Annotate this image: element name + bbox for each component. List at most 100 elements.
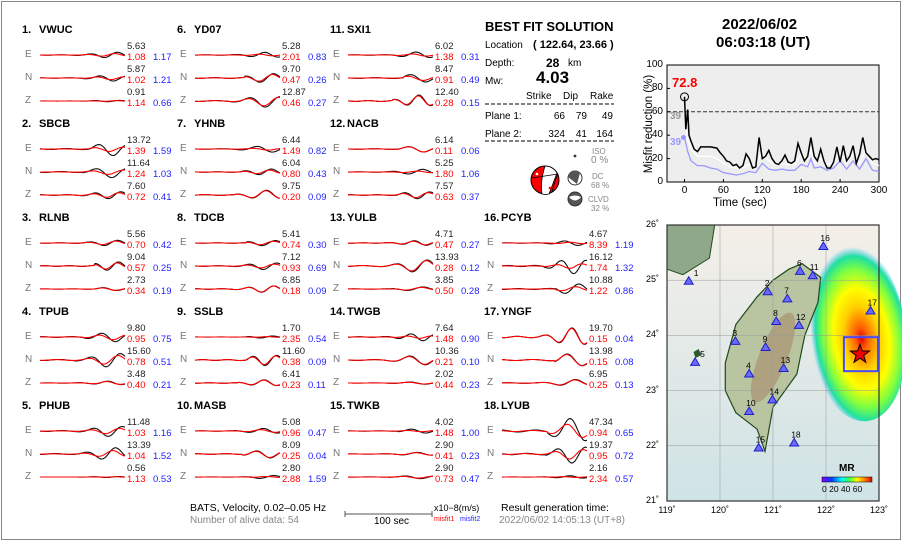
misfit1-value: 0.72 [127, 192, 146, 203]
station-name: MASB [194, 400, 227, 412]
synthetic-trace [348, 53, 434, 57]
latitude-label: 21˚ [646, 495, 660, 505]
iso-label: ISO [592, 147, 606, 156]
station-triangle-icon [770, 316, 782, 326]
synthetic-trace [348, 355, 434, 365]
misfit1-value: 0.73 [435, 474, 454, 485]
misfit1-value: 1.24 [127, 169, 146, 180]
station-map-label: 9 [763, 334, 768, 344]
peak-amplitude: 5.08 [282, 417, 301, 428]
station-map-label: 12 [796, 312, 806, 322]
peak-amplitude: 4.02 [435, 417, 454, 428]
component-label: N [487, 354, 495, 365]
component-label: E [25, 237, 32, 248]
synthetic-trace [40, 169, 126, 175]
latitude-label: 26˚ [646, 219, 660, 229]
misfit1-value: 1.14 [127, 98, 146, 109]
misfit2-value: 0.47 [308, 428, 327, 439]
synthetic-trace [40, 287, 126, 291]
misfit2-value: 0.41 [153, 192, 172, 203]
misfit2-value: 0.23 [461, 380, 480, 391]
station-triangle-icon [729, 335, 741, 345]
synthetic-trace [195, 475, 281, 478]
peak-amplitude: 8.47 [435, 64, 454, 75]
component-label: E [25, 49, 32, 60]
misfit1-value: 1.48 [435, 334, 454, 345]
peak-amplitude: 2.16 [589, 463, 608, 474]
peak-amplitude: 4.71 [435, 229, 454, 240]
station-number: 12. [330, 118, 346, 130]
depth-unit: km [568, 58, 582, 69]
component-label: E [180, 425, 187, 436]
misfit1-value: 1.80 [435, 169, 454, 180]
station-name: TWKB [347, 400, 380, 412]
misfit1-value: 0.91 [435, 75, 454, 86]
misfit1-value: 0.70 [127, 240, 146, 251]
longitude-label: 122˚ [816, 505, 835, 515]
peak-amplitude: 6.85 [282, 275, 301, 286]
plane-label: Plane 2: [485, 129, 522, 140]
misfit2-value: 0.09 [308, 192, 327, 203]
component-label: Z [180, 95, 187, 106]
synthetic-trace [40, 476, 125, 478]
synthetic-trace [195, 450, 281, 459]
misfit1-value: 0.28 [435, 98, 454, 109]
peak-amplitude: 5.28 [282, 41, 301, 52]
misfit2-value: 0.25 [153, 263, 172, 274]
synthetic-trace [195, 73, 281, 82]
event-time: 06:03:18 (UT) [716, 34, 811, 51]
amplitude-unit: x10−8(m/s) [434, 503, 480, 513]
peak-amplitude: 4.67 [589, 229, 608, 240]
synthetic-trace [194, 355, 281, 366]
alive-data-count: Number of alive data: 54 [190, 515, 299, 526]
beachball-dilatation [541, 165, 558, 195]
plane-label: Plane 1: [485, 111, 522, 122]
misfit1-value: 1.02 [127, 75, 146, 86]
nodal-planes [530, 173, 559, 193]
component-label: N [333, 448, 341, 459]
misfit1-value: 0.93 [282, 263, 301, 274]
component-label: N [333, 72, 341, 83]
misfit1-value: 0.44 [435, 380, 454, 391]
synthetic-trace [502, 241, 588, 245]
misfit2-value: 0.09 [308, 286, 327, 297]
misfit2-value: 1.06 [461, 169, 480, 180]
component-label: N [25, 72, 33, 83]
component-label: Z [333, 189, 340, 200]
station-triangle-icon [689, 356, 701, 366]
peak-amplitude: 1.70 [282, 323, 301, 334]
component-label: N [333, 260, 341, 271]
station-name: SXI1 [347, 24, 371, 36]
station-map-label: 5 [700, 349, 705, 359]
misfit-reduction-field [804, 238, 902, 422]
misfit2-value: 0.47 [461, 474, 480, 485]
station-number: 6. [177, 24, 187, 36]
misfit1-value: 2.01 [282, 52, 301, 63]
dc-label: DC [592, 172, 604, 181]
synthetic-trace [502, 328, 588, 345]
misfit1-value: 0.18 [282, 286, 301, 297]
synthetic-trace [40, 192, 126, 198]
peak-amplitude: 6.14 [435, 135, 454, 146]
station-map-label: 15 [756, 434, 766, 444]
location-label: Location [485, 40, 523, 51]
peak-amplitude: 6.95 [589, 369, 608, 380]
station-name: YULB [347, 212, 377, 224]
synthetic-trace [501, 286, 588, 292]
component-label: E [25, 331, 32, 342]
component-label: N [25, 448, 33, 459]
misfit1-value: 0.23 [282, 380, 301, 391]
peak-amplitude: 16.12 [589, 252, 613, 263]
misfit2-value: 1.59 [153, 146, 172, 157]
synthetic-trace [348, 452, 434, 456]
station-triangle-icon [683, 275, 695, 285]
component-label: N [487, 448, 495, 459]
station-triangle-icon [753, 442, 765, 452]
peak-amplitude: 7.60 [127, 181, 146, 192]
station-map-label: 2 [765, 278, 770, 288]
misfit2-value: 0.75 [153, 334, 172, 345]
misfit2-value: 0.09 [308, 357, 327, 368]
misfit1-value: 0.38 [282, 357, 301, 368]
component-label: N [25, 354, 33, 365]
misfit1-value: 1.38 [435, 52, 454, 63]
